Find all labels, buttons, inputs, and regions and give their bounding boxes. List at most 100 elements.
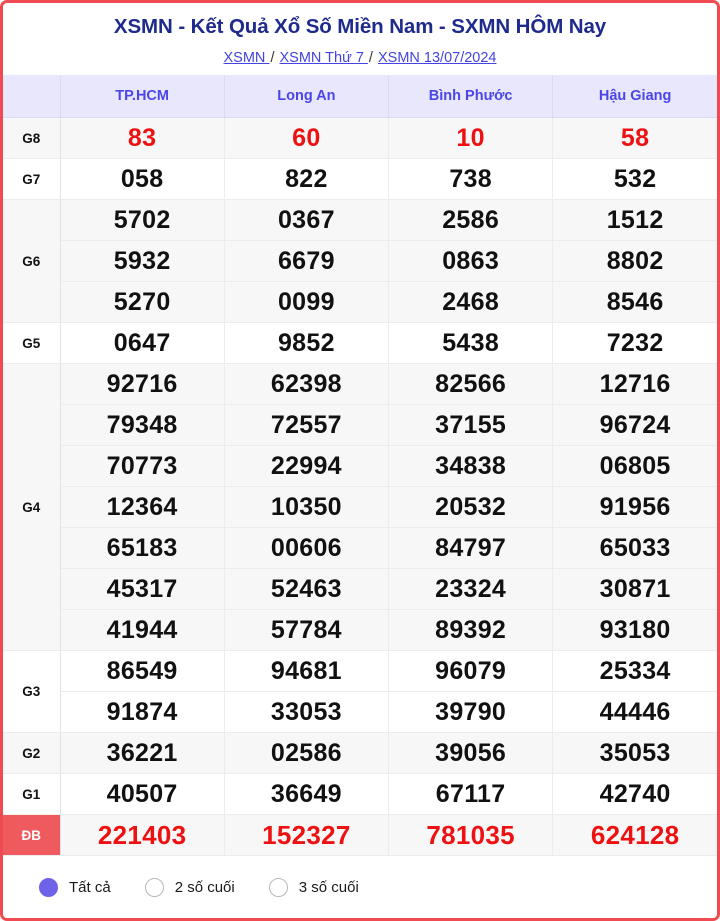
breadcrumb-link-0[interactable]: XSMN: [223, 49, 270, 66]
filter-bar: Tất cả 2 số cuối 3 số cuối: [3, 856, 717, 918]
result-cell: 0367: [224, 199, 390, 242]
result-cell: 5270: [60, 281, 225, 324]
page-title: XSMN - Kết Quả Xổ Số Miền Nam - SXMN HÔM…: [113, 15, 607, 38]
column-header-1: TP.HCM: [60, 75, 225, 119]
filter-option-label: 3 số cuối: [298, 878, 359, 896]
table-row: G3 86549 94681 96079 25334: [3, 650, 717, 734]
result-cell: 00606: [224, 527, 390, 570]
result-cell: 42740: [552, 773, 717, 816]
radio-icon[interactable]: [144, 877, 164, 897]
result-cell: 0863: [388, 240, 554, 283]
result-cell: 532: [552, 158, 717, 201]
result-cell: 41944: [60, 609, 225, 652]
result-cell: 12364: [60, 486, 225, 529]
table-row: 41944 57784 89392 93180: [3, 609, 717, 652]
prize-label-g5: G5: [3, 322, 61, 365]
result-cell: 10: [388, 117, 554, 160]
table-row: G5 0647 9852 5438 7232: [3, 322, 717, 365]
result-cell: 624128: [552, 814, 717, 857]
header-row: TP.HCM Long An Bình Phước Hậu Giang: [3, 75, 717, 119]
column-header-3: Bình Phước: [388, 75, 554, 119]
table-row: G2 36221 02586 39056 35053: [3, 732, 717, 775]
result-cell: 58: [552, 117, 717, 160]
result-cell: 92716: [60, 363, 225, 406]
table-row: G6 5702 0367 2586 1512: [3, 199, 717, 324]
result-cell: 30871: [552, 568, 717, 611]
result-cell: 33053: [224, 691, 390, 734]
table-row: 5270 0099 2468 8546: [3, 281, 717, 324]
result-cell: 10350: [224, 486, 390, 529]
result-cell: 83: [60, 117, 225, 160]
result-cell: 62398: [224, 363, 390, 406]
result-cell: 35053: [552, 732, 717, 775]
breadcrumb: XSMN / XSMN Thứ 7 / XSMN 13/07/2024: [13, 49, 707, 68]
prize-label-g8: G8: [3, 117, 61, 160]
result-cell: 0647: [60, 322, 225, 365]
prize-label-đb: ĐB: [3, 814, 61, 857]
result-cell: 0099: [224, 281, 390, 324]
result-cell: 06805: [552, 445, 717, 488]
result-cell: 34838: [388, 445, 554, 488]
result-cell: 84797: [388, 527, 554, 570]
result-cell: 57784: [224, 609, 390, 652]
table-head: TP.HCM Long An Bình Phước Hậu Giang: [3, 75, 717, 119]
table-row: ĐB 221403 152327 781035 624128: [3, 814, 717, 857]
result-cell: 89392: [388, 609, 554, 652]
table-row: 5932 6679 0863 8802: [3, 240, 717, 283]
prize-label-g2: G2: [3, 732, 61, 775]
result-cell: 36649: [224, 773, 390, 816]
result-cell: 96724: [552, 404, 717, 447]
result-cell: 40507: [60, 773, 225, 816]
result-cell: 22994: [224, 445, 390, 488]
prize-label-g3: G3: [3, 650, 61, 734]
table-row: 91874 33053 39790 44446: [3, 691, 717, 734]
column-header-4: Hậu Giang: [552, 75, 717, 119]
result-cell: 60: [224, 117, 390, 160]
result-cell: 67117: [388, 773, 554, 816]
result-cell: 91874: [60, 691, 225, 734]
result-cell: 6679: [224, 240, 390, 283]
table-row: G1 40507 36649 67117 42740: [3, 773, 717, 816]
result-cell: 738: [388, 158, 554, 201]
result-cell: 20532: [388, 486, 554, 529]
prize-label-g7: G7: [3, 158, 61, 201]
result-cell: 2468: [388, 281, 554, 324]
table-row: G7 058 822 738 532: [3, 158, 717, 201]
breadcrumb-link-2[interactable]: XSMN Thứ 7: [279, 49, 368, 66]
result-cell: 25334: [552, 650, 717, 693]
result-cell: 39790: [388, 691, 554, 734]
results-table: TP.HCM Long An Bình Phước Hậu Giang G8 83 60 1…: [3, 75, 717, 857]
result-cell: 5702: [60, 199, 225, 242]
breadcrumb-separator: /: [270, 49, 279, 66]
table-row: G8 83 60 10 58: [3, 117, 717, 160]
table-row: 45317 52463 23324 30871: [3, 568, 717, 611]
radio-icon[interactable]: [268, 877, 288, 897]
radio-icon[interactable]: [39, 877, 58, 897]
result-cell: 44446: [552, 691, 717, 734]
prize-label-g4: G4: [3, 363, 61, 652]
result-cell: 65033: [552, 527, 717, 570]
result-cell: 5932: [60, 240, 225, 283]
result-cell: 52463: [224, 568, 390, 611]
filter-option-3[interactable]: 3 số cuối: [268, 877, 359, 897]
result-cell: 39056: [388, 732, 554, 775]
table-row: 79348 72557 37155 96724: [3, 404, 717, 447]
breadcrumb-link-4[interactable]: XSMN 13/07/2024: [377, 49, 497, 66]
column-header-2: Long An: [224, 75, 390, 119]
prize-label-g1: G1: [3, 773, 61, 816]
breadcrumb-separator: /: [368, 49, 377, 66]
filter-option-1[interactable]: Tất cả: [39, 877, 111, 897]
result-cell: 781035: [388, 814, 554, 857]
table-row: 12364 10350 20532 91956: [3, 486, 717, 529]
result-cell: 37155: [388, 404, 554, 447]
result-cell: 221403: [60, 814, 225, 857]
table-body: G8 83 60 10 58 G7 058 822 738 532 G6 5702 0367 2586 15…: [3, 117, 717, 857]
result-cell: 86549: [60, 650, 225, 693]
result-cell: 82566: [388, 363, 554, 406]
result-cell: 65183: [60, 527, 225, 570]
filter-option-label: Tất cả: [69, 878, 111, 896]
filter-option-2[interactable]: 2 số cuối: [144, 877, 235, 897]
result-cell: 91956: [552, 486, 717, 529]
result-cell: 8802: [552, 240, 717, 283]
